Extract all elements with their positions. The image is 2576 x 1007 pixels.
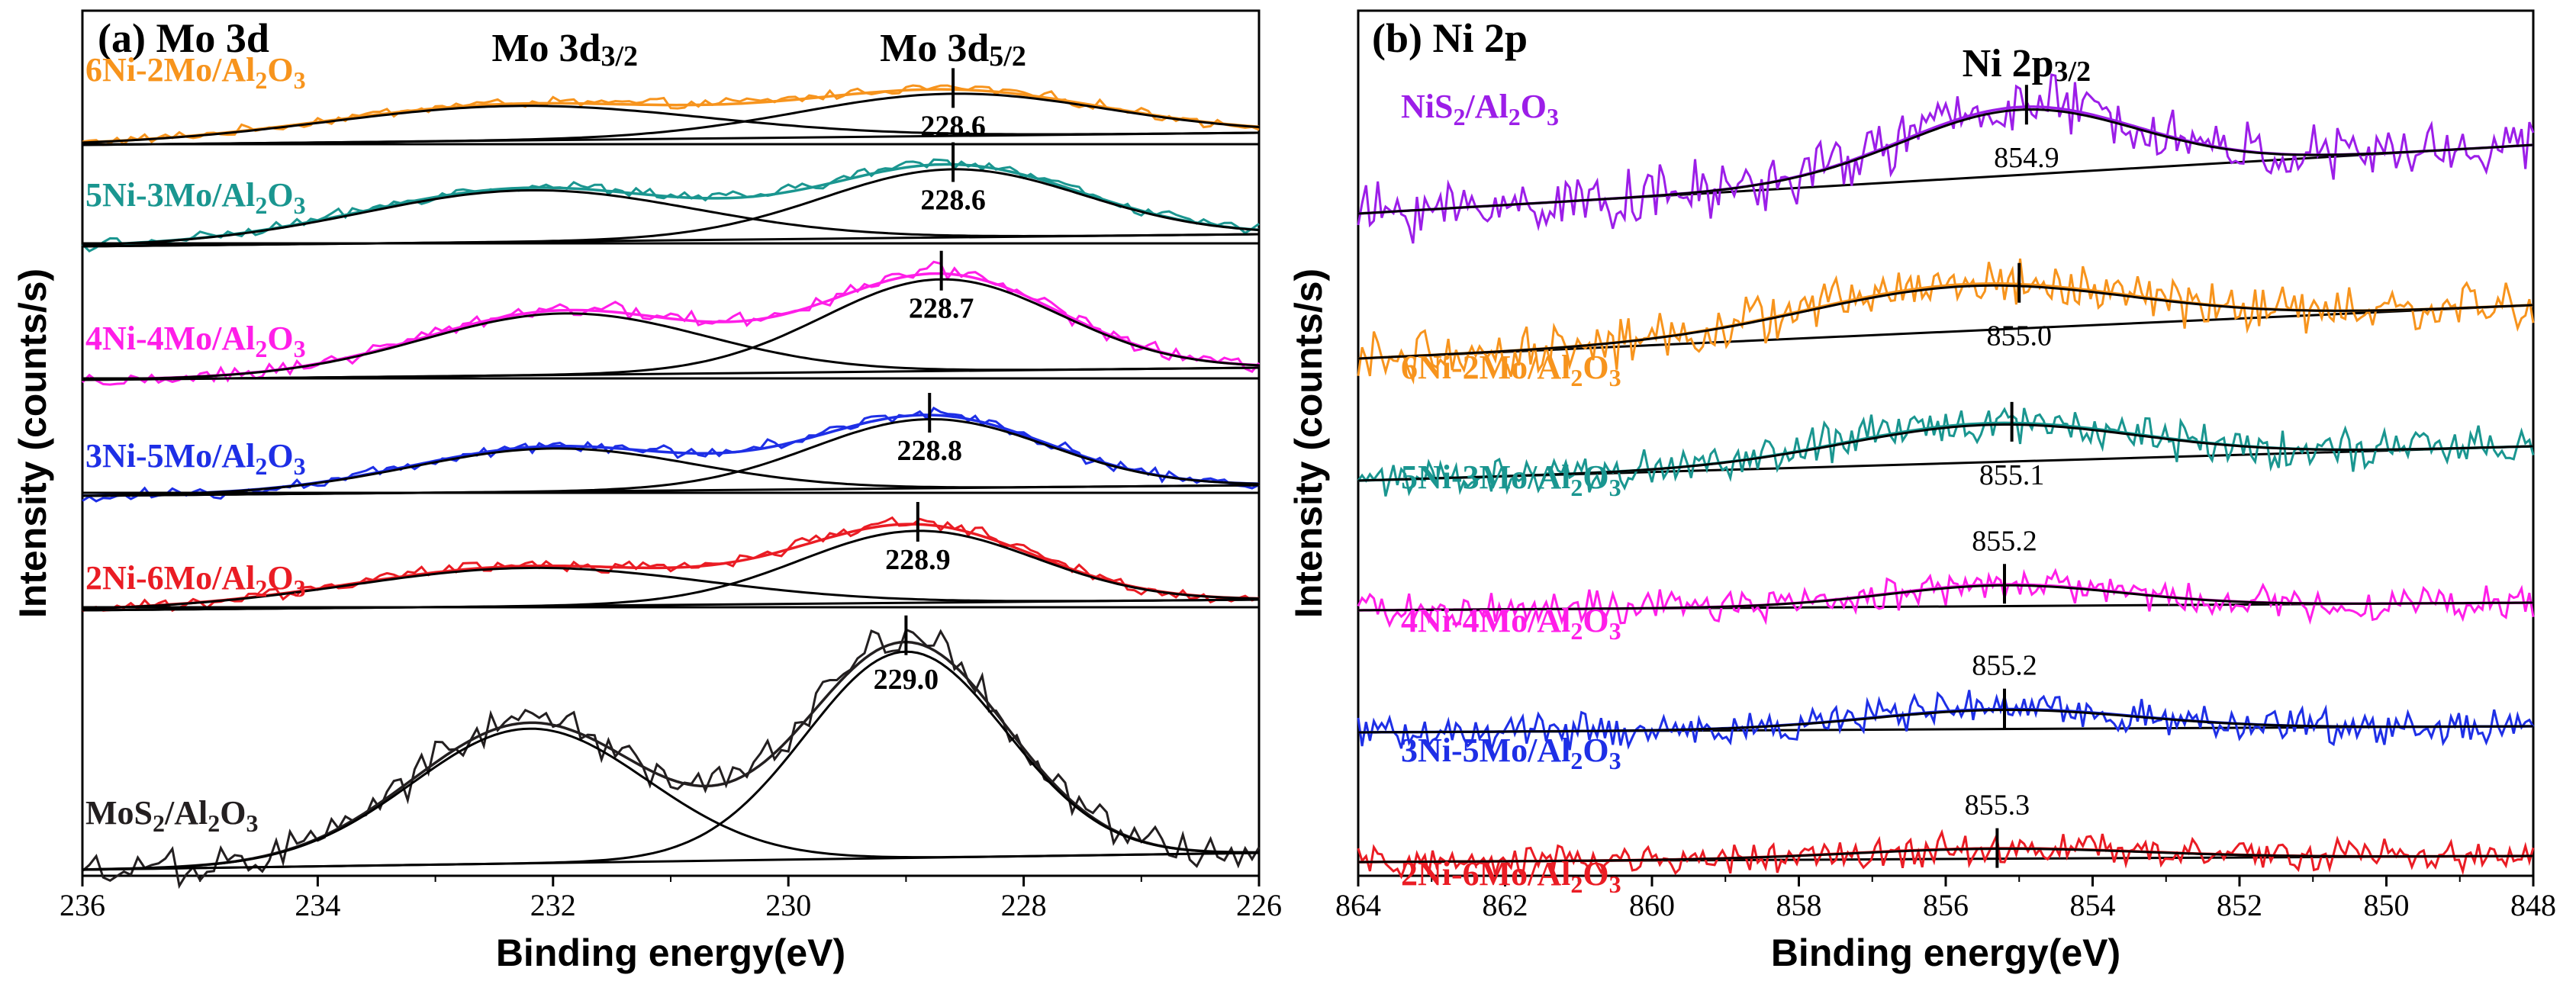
peak-value-label: 855.2: [1972, 525, 2037, 557]
peak-value-label: 855.3: [1965, 790, 2030, 822]
x-tick-label: 858: [1776, 888, 1822, 922]
peak-value-label: 855.1: [1979, 459, 2045, 491]
spectrum-component-fit: [82, 529, 1260, 612]
series-label: 5Ni-3Mo/Al2O3: [85, 176, 306, 219]
peak-value-label: 228.6: [920, 110, 986, 142]
series-label: MoS2/Al2O3: [85, 794, 258, 837]
peak-label: Ni 2p3/2: [1963, 42, 2091, 88]
x-tick-label: 848: [2510, 888, 2556, 922]
spectrum-component-fit: [82, 92, 1260, 146]
x-tick-label: 850: [2364, 888, 2410, 922]
spectrum-component-fit: [82, 105, 1260, 144]
x-tick-label: 234: [295, 888, 340, 922]
peak-label: Mo 3d5/2: [880, 27, 1026, 72]
spectrum-component-fit: [82, 727, 1260, 871]
x-tick-label: 232: [530, 888, 576, 922]
series-label: 3Ni-5Mo/Al2O3: [1401, 732, 1621, 774]
x-axis-title: Binding energy(eV): [1771, 931, 2120, 974]
series-label: 4Ni-4Mo/Al2O3: [1401, 602, 1621, 645]
spectrum-component-fit: [1357, 284, 2534, 360]
plot-frame: [81, 9, 1261, 877]
spectrum-component-fit: [1357, 423, 2534, 482]
spectrum-component-fit: [82, 447, 1260, 497]
panel-b-ni-2p: 864 862 860 858 856 854 852 850 848 Binding energ…: [1287, 9, 2556, 974]
x-tick-label: 864: [1335, 888, 1381, 922]
spectrum-raw-trace: [1357, 568, 2535, 629]
x-tick-label: 236: [60, 888, 105, 922]
series-label: 6Ni-2Mo/Al2O3: [1401, 349, 1621, 391]
x-tick-label: 862: [1483, 888, 1528, 922]
series-label: 4Ni-4Mo/Al2O3: [85, 320, 306, 362]
peak-value-label: 855.0: [1987, 320, 2053, 352]
x-tick-label: 228: [1001, 888, 1047, 922]
series-label: 3Ni-5Mo/Al2O3: [85, 437, 306, 480]
spectrum-raw-trace: [82, 628, 1261, 890]
peak-label: Mo 3d3/2: [491, 27, 638, 72]
series-label: 6Ni-2Mo/Al2O3: [85, 51, 306, 94]
peak-value-label: 855.2: [1972, 650, 2037, 682]
spectrum-raw-trace: [81, 158, 1260, 253]
x-tick-label: 854: [2070, 888, 2116, 922]
spectrum-raw-trace: [1357, 407, 2535, 497]
x-tick-label: 852: [2217, 888, 2262, 922]
peak-value-label: 228.6: [920, 185, 986, 217]
x-tick-label: 856: [1923, 888, 1969, 922]
spectrum-component-fit: [1358, 848, 2533, 864]
spectrum-component-fit: [1358, 709, 2533, 734]
series-label: 2Ni-6Mo/Al2O3: [1401, 855, 1621, 898]
panel-a-mo-3d: 236 234 232 230 228 226 Binding energy(eV) Inte…: [11, 9, 1282, 974]
spectrum-component-fit: [82, 417, 1260, 497]
spectrum-raw-trace: [82, 516, 1260, 613]
y-axis-title: Intensity (counts/s): [11, 269, 54, 618]
spectrum-component-fit: [82, 566, 1260, 610]
spectrum-component-fit: [82, 312, 1260, 381]
spectrum-component-fit: [82, 278, 1260, 381]
spectrum-raw-trace: [1357, 73, 2535, 244]
series-label: 5Ni-3Mo/Al2O3: [1401, 458, 1621, 501]
spectrum-component-fit: [1357, 108, 2534, 215]
spectrum-baseline: [1357, 304, 2534, 360]
series-label: NiS2/Al2O3: [1401, 88, 1559, 130]
peak-value-label: 854.9: [1994, 142, 2059, 174]
series-label: 2Ni-6Mo/Al2O3: [85, 559, 306, 602]
peak-value-label: 228.9: [885, 544, 951, 576]
y-axis-title: Intensity (counts/s): [1287, 269, 1330, 618]
panel-title: (b) Ni 2p: [1372, 15, 1528, 61]
peak-value-label: 228.7: [909, 293, 974, 325]
spectrum-component-fit: [82, 650, 1259, 871]
spectrum-component-fit: [82, 188, 1260, 246]
spectrum-component-fit: [1357, 584, 2533, 612]
peak-value-label: 229.0: [874, 664, 939, 696]
peak-value-label: 228.8: [897, 435, 962, 467]
x-tick-label: 230: [765, 888, 811, 922]
spectrum-envelope-fit: [82, 640, 1259, 871]
spectrum-raw-trace: [1357, 828, 2535, 880]
x-axis-title: Binding energy(eV): [496, 931, 845, 974]
x-tick-label: 860: [1629, 888, 1675, 922]
panel-title: (a) Mo 3d: [98, 15, 269, 61]
x-tick-label: 226: [1236, 888, 1282, 922]
